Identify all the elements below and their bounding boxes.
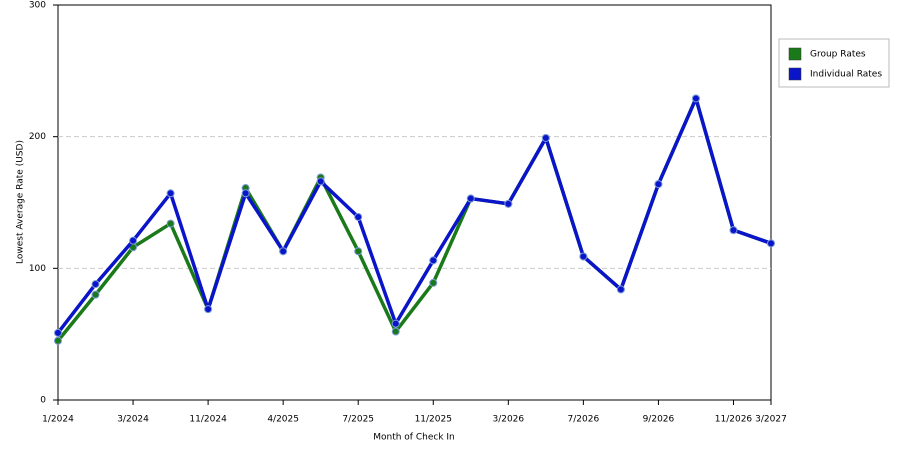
data-point — [504, 199, 513, 208]
data-point — [91, 290, 100, 299]
x-tick-label: 4/2025 — [267, 415, 299, 425]
data-point — [54, 336, 62, 345]
x-tick-label: 3/2024 — [117, 415, 149, 425]
x-tick-label: 11/2025 — [415, 415, 452, 425]
data-point — [729, 226, 738, 235]
x-axis-label: Month of Check In — [373, 433, 455, 443]
data-point — [316, 177, 325, 186]
data-point — [391, 319, 400, 328]
x-tick-label: 7/2025 — [342, 415, 374, 425]
data-point — [767, 239, 775, 248]
data-point — [166, 219, 175, 228]
y-tick-label: 300 — [29, 1, 46, 11]
data-point — [54, 328, 62, 337]
legend-label: Individual Rates — [810, 70, 882, 80]
data-point — [166, 189, 175, 198]
data-point — [204, 305, 213, 314]
x-tick-label: 3/2027 — [755, 415, 787, 425]
data-point — [354, 247, 363, 256]
y-tick-label: 100 — [29, 264, 46, 274]
data-point — [129, 236, 138, 245]
data-point — [354, 212, 363, 221]
data-point — [466, 194, 475, 203]
data-point — [616, 285, 625, 294]
data-point — [279, 247, 288, 256]
data-point — [654, 180, 663, 189]
plot-area — [57, 4, 772, 401]
x-tick-label: 7/2026 — [568, 415, 600, 425]
y-axis-label: Lowest Average Rate (USD) — [16, 140, 26, 264]
data-point — [429, 256, 438, 265]
data-point — [691, 94, 700, 103]
x-tick-label: 1/2024 — [42, 415, 74, 425]
x-tick-label: 11/2026 — [715, 415, 753, 425]
x-tick-label: 9/2026 — [643, 415, 675, 425]
y-tick-label: 0 — [40, 396, 46, 406]
data-point — [429, 278, 438, 287]
legend-swatch — [788, 47, 802, 61]
data-point — [541, 133, 550, 142]
series-line — [56, 96, 772, 342]
series-line — [56, 96, 772, 334]
data-point — [391, 327, 400, 336]
data-point — [241, 189, 250, 198]
x-tick-label: 11/2024 — [189, 415, 227, 425]
data-point — [579, 252, 588, 261]
data-point — [91, 280, 100, 289]
legend-swatch — [788, 67, 802, 81]
y-tick-label: 200 — [29, 132, 46, 142]
legend-label: Group Rates — [810, 50, 866, 60]
x-tick-label: 3/2026 — [492, 415, 524, 425]
